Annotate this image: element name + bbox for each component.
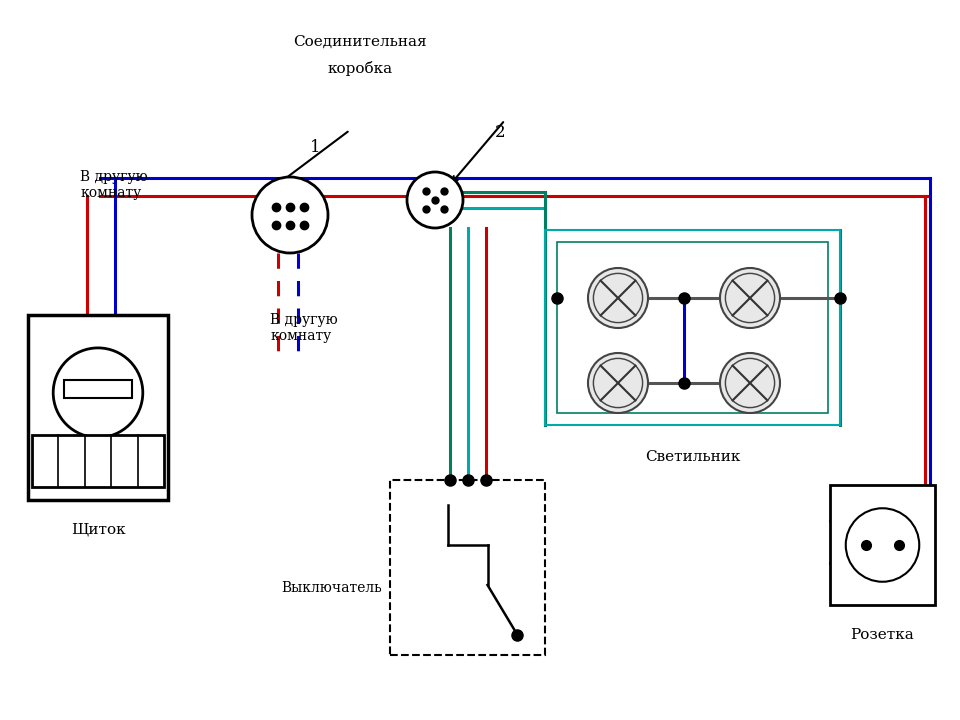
Circle shape [407, 172, 463, 228]
Circle shape [720, 268, 780, 328]
Circle shape [720, 353, 780, 413]
Circle shape [588, 268, 648, 328]
Text: В другую
комнату: В другую комнату [270, 313, 338, 343]
Text: Выключатель: Выключатель [281, 580, 382, 595]
Text: Светильник: Светильник [645, 450, 740, 464]
Circle shape [53, 348, 143, 438]
Text: 2: 2 [494, 124, 505, 140]
Text: коробка: коробка [327, 60, 393, 76]
Circle shape [588, 353, 648, 413]
Text: 1: 1 [310, 138, 321, 156]
Bar [830, 485, 935, 605]
Circle shape [252, 177, 328, 253]
Bar [64, 379, 132, 398]
Bar [32, 436, 164, 487]
Text: Соединительная: Соединительная [293, 35, 427, 49]
Text: В другую
комнату: В другую комнату [81, 170, 148, 200]
Text: Щиток: Щиток [71, 523, 126, 537]
Bar [28, 315, 168, 500]
Bar [390, 480, 545, 655]
Text: Розетка: Розетка [851, 628, 914, 642]
